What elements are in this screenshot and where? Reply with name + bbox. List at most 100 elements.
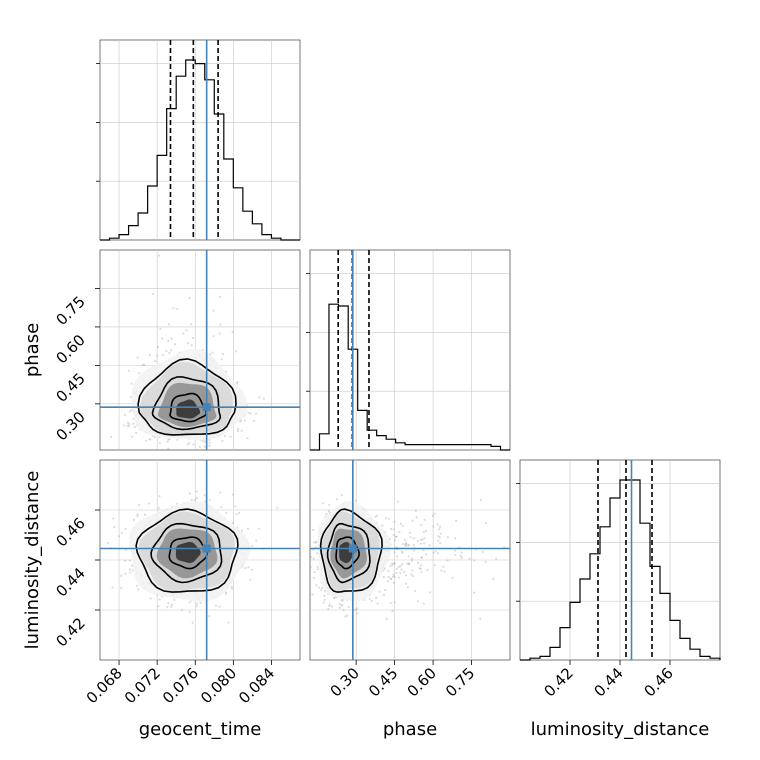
sample-point <box>128 559 132 562</box>
sample-point <box>338 606 341 609</box>
sample-point <box>410 557 414 560</box>
contour-line <box>150 522 223 584</box>
sample-point <box>192 443 195 446</box>
sample-point <box>340 494 343 497</box>
sample-point <box>432 525 435 528</box>
sample-point <box>389 577 393 580</box>
sample-point <box>396 500 399 503</box>
sample-point <box>446 536 450 539</box>
sample-point <box>340 604 343 607</box>
sample-point <box>113 525 116 529</box>
sample-point <box>420 556 424 559</box>
sample-point <box>316 568 319 571</box>
sample-point <box>495 557 498 560</box>
sample-point <box>416 539 420 542</box>
sample-point <box>144 439 148 442</box>
sample-point <box>393 562 396 566</box>
sample-point <box>186 443 189 446</box>
sample-point <box>419 564 422 567</box>
sample-point <box>135 584 138 587</box>
sample-point <box>212 309 215 312</box>
sample-point <box>219 323 222 326</box>
sample-point <box>432 514 435 518</box>
truth-marker <box>348 544 357 553</box>
sample-point <box>214 604 218 607</box>
sample-point <box>170 603 174 606</box>
sample-point <box>195 602 199 605</box>
sample-point <box>420 542 423 545</box>
sample-point <box>166 605 169 609</box>
sample-point <box>124 572 127 575</box>
sample-point <box>397 565 400 568</box>
sample-point <box>236 427 240 431</box>
x-axis-label: geocent_time <box>139 719 262 740</box>
sample-point <box>127 424 131 427</box>
sample-point <box>131 564 134 567</box>
sample-point <box>172 307 175 310</box>
x-tick-label: 0.46 <box>640 664 676 700</box>
sample-point <box>401 551 404 554</box>
contour-line <box>151 376 222 431</box>
sample-point <box>137 588 140 591</box>
sample-point <box>136 513 139 516</box>
sample-point <box>235 513 238 516</box>
truth-marker <box>202 403 211 412</box>
sample-point <box>312 541 316 544</box>
sample-point <box>112 517 115 520</box>
sample-point <box>208 444 211 447</box>
sample-point <box>321 501 324 505</box>
sample-point <box>188 442 191 445</box>
sample-point <box>407 555 410 558</box>
sample-point <box>158 495 161 498</box>
sample-point <box>335 498 339 501</box>
x-tick-label: 0.60 <box>404 664 440 700</box>
sample-point <box>135 431 138 435</box>
sample-point <box>246 437 249 440</box>
sample-point <box>128 410 132 413</box>
sample-point <box>423 537 426 540</box>
sample-point <box>136 356 139 359</box>
sample-point <box>327 608 330 611</box>
sample-point <box>409 536 412 539</box>
truth-marker <box>202 544 211 553</box>
sample-point <box>195 490 198 493</box>
sample-point <box>374 515 377 518</box>
sample-point <box>484 521 488 525</box>
sample-point <box>414 509 417 512</box>
sample-point <box>404 582 408 585</box>
contour-line <box>326 522 371 584</box>
sample-point <box>328 604 331 608</box>
sample-point <box>376 514 379 517</box>
sample-point <box>420 556 423 559</box>
sample-point <box>191 621 194 624</box>
x-tick-label: 0.072 <box>121 664 164 707</box>
sample-point <box>254 412 258 415</box>
sample-point <box>175 502 178 505</box>
sample-point <box>220 506 223 509</box>
sample-point <box>180 608 184 612</box>
sample-point <box>131 569 134 572</box>
sample-point <box>389 527 393 531</box>
sample-point <box>347 605 350 609</box>
sample-point <box>220 358 223 361</box>
sample-point <box>193 498 196 502</box>
sample-point <box>412 574 415 578</box>
sample-point <box>123 424 126 427</box>
x-tick-label: 0.45 <box>365 664 401 700</box>
sample-point <box>224 511 228 514</box>
sample-point <box>198 446 202 449</box>
sample-point <box>438 536 441 539</box>
sample-point <box>434 550 437 553</box>
sample-point <box>218 605 221 608</box>
sample-point <box>124 527 127 531</box>
sample-point <box>408 562 411 565</box>
sample-point <box>243 419 246 422</box>
sample-point <box>127 369 130 372</box>
sample-point <box>404 574 408 577</box>
sample-point <box>156 354 159 357</box>
sample-point <box>141 363 144 366</box>
sample-point <box>412 549 416 552</box>
sample-point <box>221 439 224 443</box>
x-tick-label: 0.42 <box>540 664 576 700</box>
